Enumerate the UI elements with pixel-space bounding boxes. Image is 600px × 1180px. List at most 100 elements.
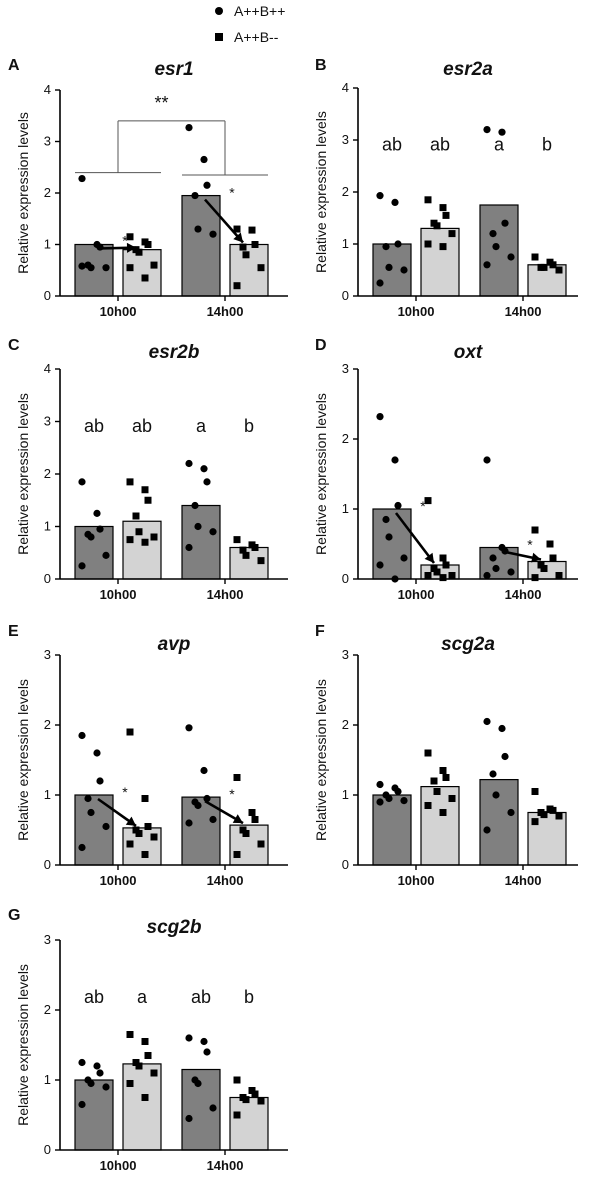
data-point bbox=[233, 282, 241, 290]
data-point bbox=[93, 749, 101, 757]
data-point bbox=[233, 851, 241, 858]
panel-title: scg2b bbox=[147, 917, 202, 938]
y-tick-label: 2 bbox=[44, 717, 51, 732]
bar bbox=[74, 1079, 114, 1151]
group-letter: a bbox=[196, 416, 207, 436]
significance-star: * bbox=[122, 233, 128, 249]
data-point bbox=[185, 1114, 193, 1123]
data-point bbox=[546, 540, 554, 548]
data-point bbox=[430, 777, 438, 785]
data-point bbox=[424, 240, 432, 248]
arrow-head bbox=[125, 816, 136, 826]
arrow-head bbox=[126, 242, 136, 253]
y-axis-label: Relative expression levels bbox=[313, 111, 329, 273]
significance-star: * bbox=[229, 185, 235, 201]
y-tick-label: 2 bbox=[342, 717, 349, 732]
y-tick-label: 1 bbox=[44, 237, 51, 252]
data-point bbox=[144, 823, 152, 830]
panel-letter: B bbox=[315, 57, 327, 74]
data-point bbox=[439, 554, 447, 562]
data-point bbox=[507, 568, 515, 576]
bar bbox=[122, 1063, 162, 1151]
data-point bbox=[448, 230, 456, 238]
data-point bbox=[483, 261, 491, 269]
data-point bbox=[102, 264, 110, 272]
data-point bbox=[144, 496, 152, 504]
y-tick-label: 0 bbox=[44, 288, 51, 303]
panel-title: esr2a bbox=[443, 59, 493, 80]
data-point bbox=[233, 225, 241, 233]
data-point bbox=[233, 1111, 241, 1119]
y-tick-label: 2 bbox=[342, 431, 349, 446]
data-point bbox=[200, 155, 208, 164]
y-axis-label: Relative expression levels bbox=[15, 679, 31, 841]
data-point bbox=[242, 551, 250, 559]
bar bbox=[420, 227, 460, 297]
data-point bbox=[391, 456, 399, 464]
group-letter: ab bbox=[84, 987, 104, 1007]
legend-label-2: A++B-- bbox=[234, 29, 279, 45]
significance-star: * bbox=[527, 537, 533, 553]
data-point bbox=[242, 830, 250, 837]
panel-title: avp bbox=[158, 634, 191, 655]
data-point bbox=[442, 774, 450, 781]
data-point bbox=[150, 533, 158, 541]
data-point bbox=[555, 266, 563, 274]
panel-letter: E bbox=[8, 623, 19, 640]
data-point bbox=[239, 243, 247, 251]
panel-title: oxt bbox=[454, 342, 483, 363]
bar bbox=[479, 204, 519, 297]
data-point bbox=[78, 1100, 86, 1109]
y-tick-label: 0 bbox=[342, 571, 349, 586]
data-point bbox=[498, 128, 506, 136]
panel-title: esr2b bbox=[149, 342, 200, 363]
data-point bbox=[96, 525, 104, 533]
data-point bbox=[257, 1097, 265, 1105]
data-point bbox=[433, 568, 441, 576]
data-point bbox=[78, 731, 86, 740]
group-letter: ab bbox=[84, 416, 104, 436]
data-point bbox=[531, 788, 539, 795]
data-point bbox=[233, 774, 241, 781]
significance-arrow bbox=[204, 198, 244, 244]
data-point bbox=[102, 1083, 110, 1091]
significance-star: * bbox=[122, 784, 128, 800]
data-point bbox=[257, 840, 265, 848]
data-point bbox=[78, 562, 86, 570]
y-axis-label: Relative expression levels bbox=[15, 393, 31, 555]
y-axis-label: Relative expression levels bbox=[15, 964, 31, 1126]
bar bbox=[229, 1096, 269, 1151]
data-point bbox=[141, 1094, 149, 1101]
data-point bbox=[501, 219, 509, 227]
data-point bbox=[87, 808, 95, 817]
data-point bbox=[424, 497, 432, 505]
group-letter: a bbox=[137, 987, 148, 1007]
data-point bbox=[150, 261, 158, 269]
data-point bbox=[400, 266, 408, 274]
data-point bbox=[391, 198, 399, 206]
data-point bbox=[448, 572, 456, 579]
panel-letter: A bbox=[8, 57, 20, 74]
data-point bbox=[102, 822, 110, 831]
data-point bbox=[382, 515, 390, 524]
data-point bbox=[376, 780, 384, 789]
data-point bbox=[185, 543, 193, 552]
data-point bbox=[394, 240, 402, 248]
y-tick-label: 3 bbox=[342, 361, 349, 376]
data-point bbox=[549, 261, 557, 269]
data-point bbox=[433, 222, 441, 230]
data-point bbox=[126, 1080, 134, 1087]
data-point bbox=[144, 241, 152, 248]
data-point bbox=[233, 536, 241, 544]
data-point bbox=[194, 1079, 202, 1088]
data-point bbox=[439, 243, 447, 251]
data-point bbox=[483, 456, 491, 464]
y-tick-label: 3 bbox=[342, 132, 349, 147]
data-point bbox=[376, 192, 384, 200]
data-point bbox=[126, 233, 134, 241]
x-tick-label: 14h00 bbox=[505, 587, 542, 602]
group-letter: a bbox=[494, 134, 505, 154]
x-tick-label: 14h00 bbox=[505, 304, 542, 319]
